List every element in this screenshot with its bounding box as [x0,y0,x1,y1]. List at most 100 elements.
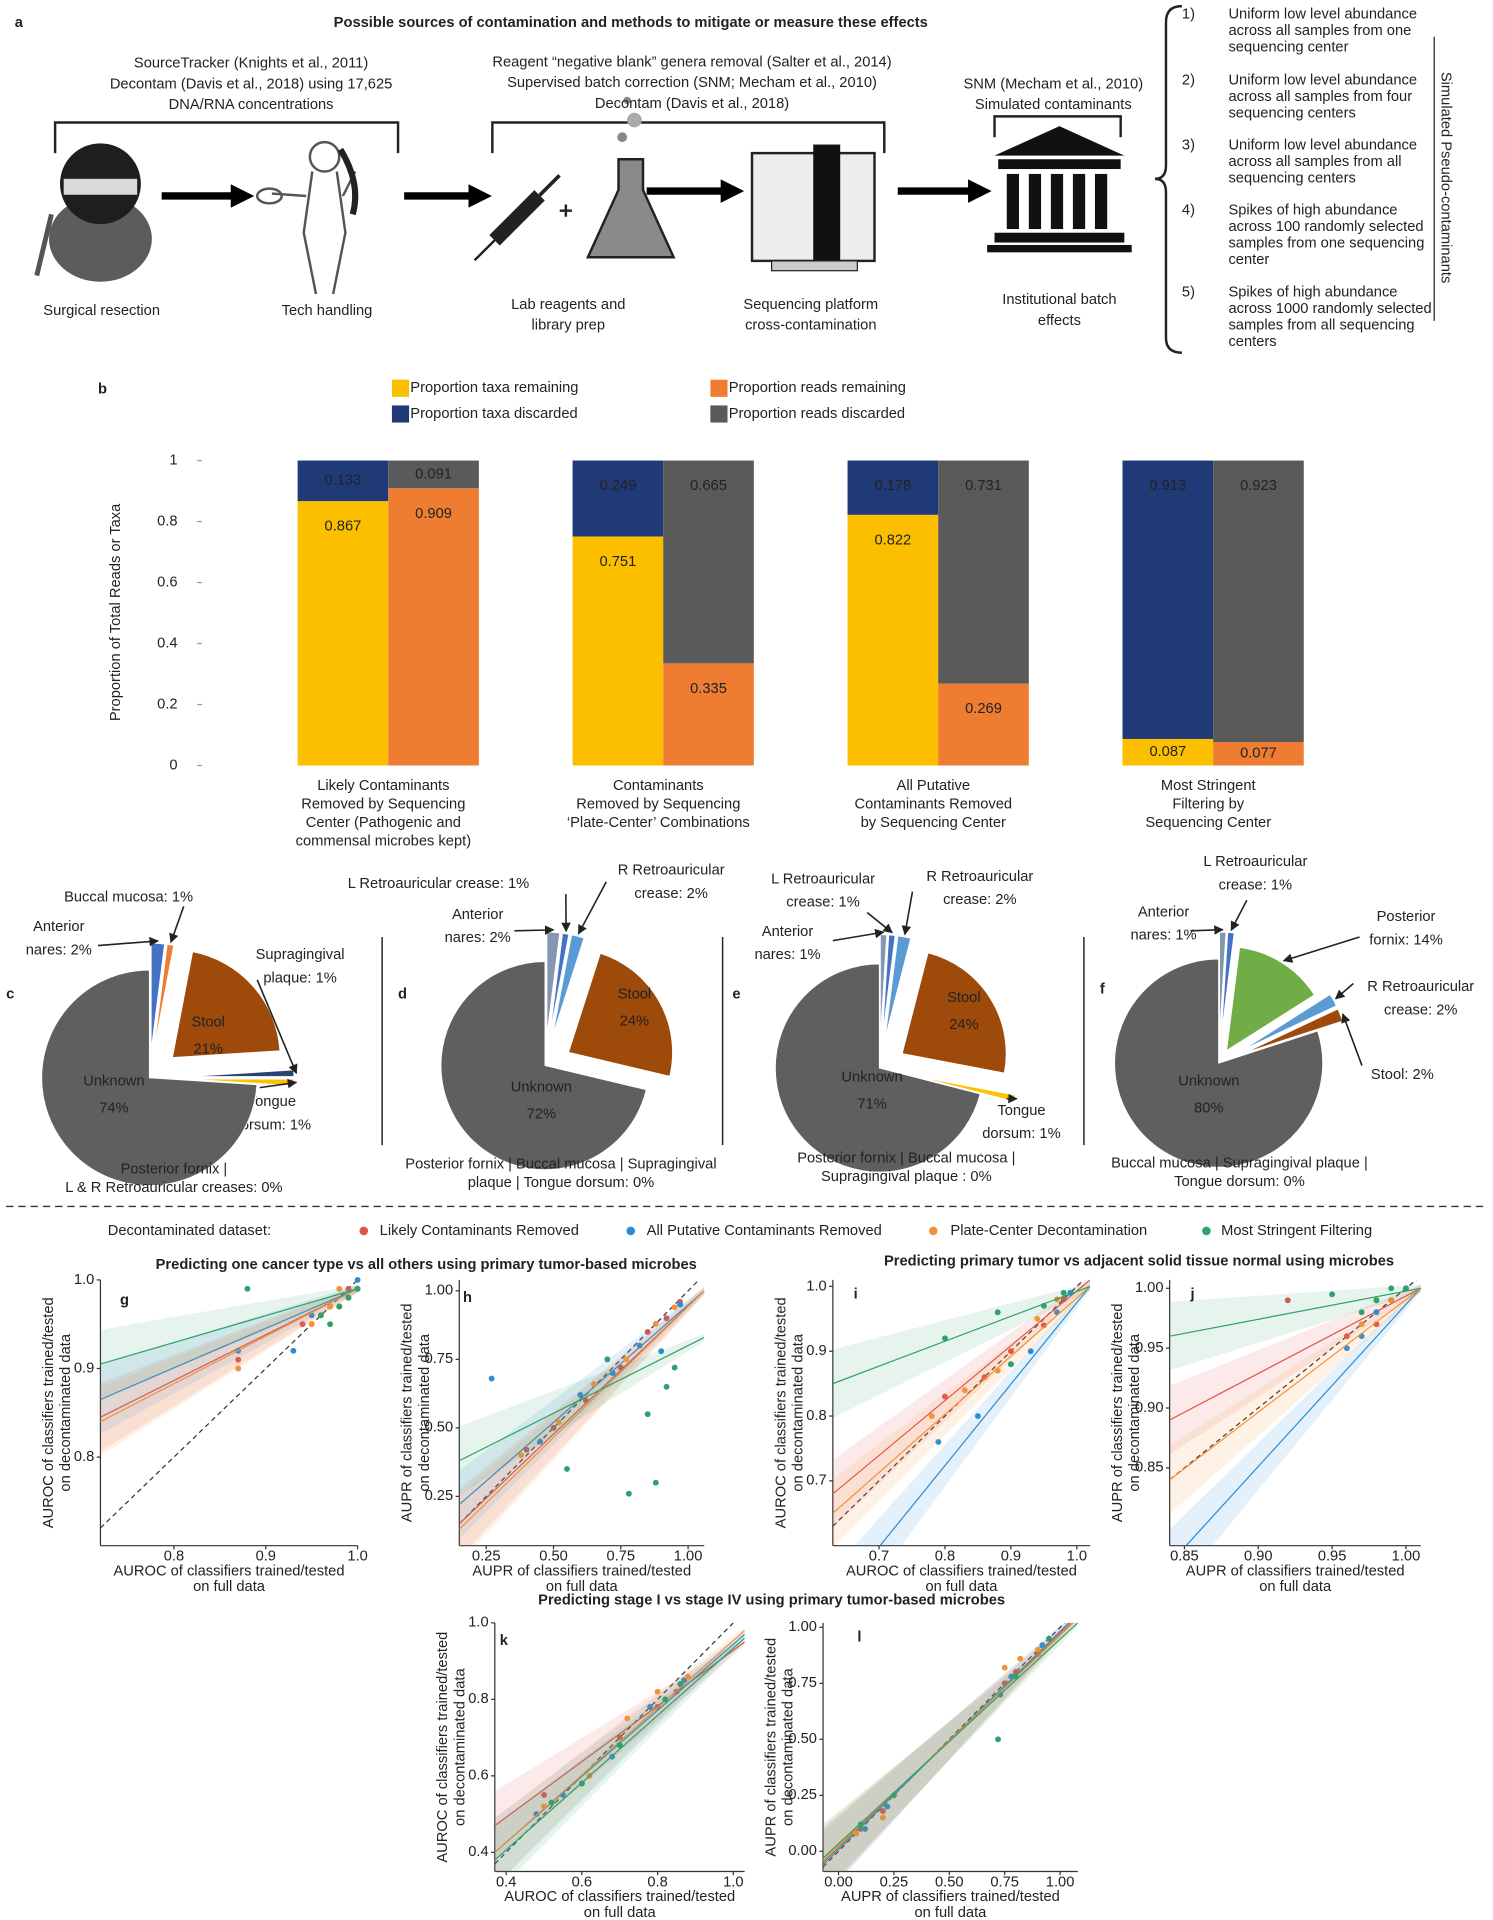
point [564,1466,570,1472]
x-tick-label: 0.9 [256,1549,276,1565]
slice-label: Unknown [83,1073,144,1089]
bar-value-label: 0.077 [1240,746,1277,762]
slice-label: R Retroauricular [618,863,725,879]
legend-marker [359,1226,369,1236]
fit-line [879,1286,1091,1546]
stage-label: Sequencing platform [743,297,878,313]
item-number: 3) [1182,138,1195,154]
bar-value-label: 0.335 [690,681,727,697]
legend-swatch [391,405,410,423]
point [1017,1655,1024,1662]
bar-value-label: 0.923 [1240,478,1277,494]
panel-a-graphics [34,4,1435,354]
x-tick-label: Contaminants [613,778,704,794]
point [942,1335,948,1342]
stage-label: Lab reagents and [511,297,625,313]
item-text: center [1228,252,1269,268]
slice-label: 74% [99,1100,128,1116]
slice-label: fornix: 14% [1369,933,1442,949]
point [879,1814,886,1821]
x-tick-label: 0.50 [935,1874,964,1890]
leader-line [1282,936,1360,963]
fit-line [100,1288,358,1418]
point [308,1321,315,1328]
y-tick-label: 0.6 [468,1768,488,1784]
fit-line [100,1288,358,1401]
x-tick-label: 0.6 [572,1874,592,1890]
bar-value-label: 0.249 [600,478,637,494]
slice-label: L Retroauricular crease: 1% [348,876,530,892]
y-tick-label: 0.50 [425,1420,454,1436]
point [994,1367,1001,1374]
legend-swatch [391,379,410,397]
fit-line [832,1285,1091,1385]
fit-line [823,1622,1078,1859]
y-tick-label: 1.00 [425,1283,454,1299]
slice-label: crease: 1% [1219,877,1292,893]
point [884,1803,891,1810]
bar-segment [663,460,754,664]
fit-band [1169,1284,1421,1371]
point [1329,1291,1336,1298]
bracket [53,121,400,154]
x-tick-label: commensal microbes kept) [296,833,472,849]
slice-label: R Retroauricular [926,869,1033,885]
x-tick-label: All Putative [897,778,970,794]
point [1373,1297,1380,1304]
fit-band [832,1282,1091,1546]
point [663,1383,670,1390]
point [1046,1635,1052,1642]
slice-label: R Retroauricular [1367,979,1474,995]
x-axis-label: on full data [926,1579,999,1595]
point [235,1356,242,1363]
x-tick-label: 0.95 [1318,1549,1347,1565]
y-tick-label: 0.25 [425,1488,454,1504]
fit-band [100,1285,358,1456]
item-number: 4) [1182,203,1195,219]
point [644,1411,651,1418]
leader-line [1334,982,1354,1000]
bar-value-label: 0.091 [415,466,452,482]
slice-label: L Retroauricular [1203,854,1307,870]
legend-label: Proportion reads discarded [729,406,905,422]
point [616,1742,623,1749]
point [994,1309,1001,1316]
x-axis-label: AUPR of classifiers trained/tested [472,1563,691,1579]
stage-label: cross-contamination [745,318,876,334]
panel-title: Predicting one cancer type vs all others… [156,1257,697,1273]
y-axis-label: on decontaminated data [58,1333,74,1491]
x-axis-label: on full data [193,1579,266,1595]
pie-slice [41,969,258,1187]
tech-icon [255,140,359,295]
legend-label: Proportion taxa discarded [410,406,577,422]
bar-segment [297,460,389,502]
slice-label: dorsum: 1% [233,1117,311,1133]
point [890,1792,897,1799]
x-tick-label: 0.9 [1001,1549,1021,1565]
point [617,1364,624,1371]
item-text: Spikes of high abundance [1228,285,1397,301]
y-tick-label: 0.25 [788,1787,817,1803]
fit-band [823,1622,1078,1872]
fit-band [100,1285,358,1452]
x-tick-label: 1.00 [1046,1874,1075,1890]
x-tick-label: 1.00 [1392,1549,1421,1565]
x-tick-label: 0.00 [824,1874,853,1890]
pie-slice [1242,993,1338,1051]
bar-value-label: 0.269 [965,701,1002,717]
point [604,1356,611,1363]
method-text: DNA/RNA concentrations [169,97,334,113]
legend-label: Likely Contaminants Removed [380,1223,579,1239]
x-tick-label: 0.50 [539,1549,568,1565]
y-axis-label: on decontaminated data [790,1333,806,1491]
slice-label: Unknown [511,1079,572,1095]
point [1358,1321,1365,1328]
point [1034,1646,1041,1653]
stage-label: library prep [532,318,605,334]
point [647,1704,653,1710]
item-text: Spikes of high abundance [1228,203,1397,219]
fit-line [1169,1287,1421,1337]
item-text: sequencing center [1228,39,1348,55]
point [1040,1322,1047,1329]
legend-label: Proportion taxa remaining [410,380,578,396]
